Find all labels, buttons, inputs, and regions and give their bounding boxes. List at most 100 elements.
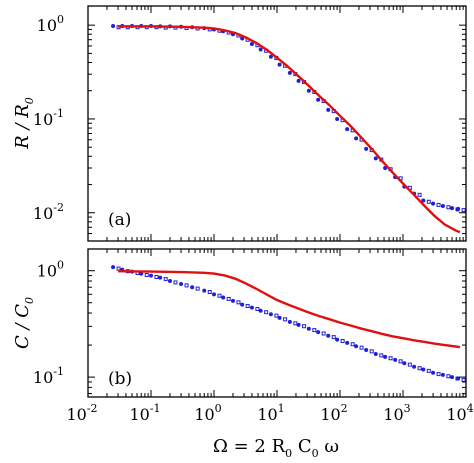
panel-b-data-point-alt <box>173 280 178 285</box>
panel-b-data-point <box>402 361 407 366</box>
panel-a-label: (a) <box>108 210 131 230</box>
panel-b-data-point-alt <box>154 274 159 279</box>
panel-b-data-point <box>158 275 163 280</box>
panel-b-data-point-alt <box>274 313 279 318</box>
panel-b-data-point-alt <box>359 345 364 350</box>
panel-b-y-axis-title: C / C0 <box>12 297 36 349</box>
panel-b-frame <box>87 248 467 398</box>
panel-b-data-point-alt <box>321 331 326 336</box>
panel-a-data-points <box>111 23 466 213</box>
panel-a-frame <box>87 5 467 242</box>
panel-a-y-axis-title: R / R0 <box>12 97 36 150</box>
panel-b-data-point <box>221 295 226 300</box>
panel-b-data-point-alt <box>446 374 451 379</box>
panel-a-data-point <box>306 88 311 93</box>
panel-b-data-point-alt <box>163 277 168 282</box>
panel-b-data-point <box>431 370 436 375</box>
panel-a-data-point <box>431 201 436 206</box>
x-tick-label: 103 <box>383 402 410 424</box>
panel-b-y-tick-label: 100 <box>37 259 64 281</box>
panel-b-data-point <box>190 285 195 290</box>
panel-b-data-point <box>179 282 184 287</box>
panel-b-data-point <box>111 265 116 270</box>
x-tick-label: 104 <box>446 402 473 424</box>
panel-b-y-tick-label: 10-1 <box>33 365 64 387</box>
panel-b-data-point <box>167 279 172 284</box>
panel-b-data-point-alt <box>417 366 422 371</box>
panel-b-data-point <box>412 364 417 369</box>
panel-b-data-point-alt <box>436 372 441 377</box>
panel-a-data-point-alt <box>436 202 441 207</box>
panel-b-data-point-alt <box>302 324 307 329</box>
panel-b-data-point <box>268 312 273 317</box>
panel-b-label: (b) <box>108 369 132 389</box>
panel-a-data-point <box>440 204 445 209</box>
panel-b-model-curve <box>118 270 461 349</box>
panel-a-data-point <box>335 116 340 121</box>
panel-b-data-point <box>202 288 207 293</box>
panel-b-data-point <box>393 357 398 362</box>
panel-b-data-point-alt <box>461 377 466 382</box>
panel-b-data-point-alt <box>426 368 431 373</box>
panel-b-data-point-alt <box>388 356 393 361</box>
panel-b-data-point-alt <box>331 335 336 340</box>
panel-b-data-point <box>258 308 263 313</box>
panel-a-data-point <box>249 41 254 46</box>
panel-b-data-point-alt <box>217 293 222 298</box>
panel-b-data-point-alt <box>340 339 345 344</box>
panel-b-data-point-alt <box>195 286 200 291</box>
panel-b-data-point-alt <box>226 296 231 301</box>
panel-b-data-point <box>364 347 369 352</box>
panel-b-data-point <box>287 319 292 324</box>
panel-b-data-point <box>373 351 378 356</box>
panel-a-data-point <box>287 70 292 75</box>
panel-b-data-points <box>111 265 466 382</box>
panel-b-data-point-alt <box>350 342 355 347</box>
panel-b-data-point <box>440 372 445 377</box>
panel-b-data-point-alt <box>264 310 269 315</box>
panel-b-data-point-alt <box>407 362 412 367</box>
panel-a-ticks: 100 10-1 10-2 <box>33 6 467 242</box>
panel-a: 100 10-1 10-2 (a) R / R0 <box>12 5 467 242</box>
panel-b-data-point <box>249 305 254 310</box>
x-tick-label: 100 <box>194 402 221 424</box>
panel-b-data-point <box>345 340 350 345</box>
panel-a-data-point <box>277 62 282 67</box>
panel-a-data-point-alt <box>461 208 466 213</box>
x-tick-label: 101 <box>257 402 284 424</box>
panel-b-data-point <box>296 322 301 327</box>
panel-a-data-point <box>364 146 369 151</box>
panel-b-data-point <box>326 333 331 338</box>
panel-b-data-point-alt <box>207 290 212 295</box>
panel-b-data-point <box>240 302 245 307</box>
x-tick-label: 102 <box>320 402 347 424</box>
panel-a-data-point <box>258 47 263 52</box>
panel-b-data-point-alt <box>245 304 250 309</box>
panel-b-data-point <box>335 337 340 342</box>
x-axis-title: Ω = 2 R0 C0 ω <box>213 436 339 460</box>
panel-b-data-point-alt <box>144 272 149 277</box>
panel-a-data-point <box>326 107 331 112</box>
panel-a-data-point <box>345 127 350 132</box>
panel-b-data-point <box>316 330 321 335</box>
panel-a-y-tick-label: 10-2 <box>33 201 64 223</box>
panel-a-data-point <box>456 206 461 211</box>
panel-a-data-point <box>316 97 321 102</box>
x-tick-label: 10-2 <box>66 402 97 424</box>
panel-a-data-point <box>268 54 273 59</box>
panel-b-data-point <box>421 367 426 372</box>
x-tick-label: 10-1 <box>129 402 160 424</box>
panel-a-data-point-alt <box>446 205 451 210</box>
panel-b-data-point <box>149 273 153 278</box>
panel-a-data-point <box>296 78 301 83</box>
panel-a-data-point <box>111 23 116 28</box>
panel-a-y-tick-label: 100 <box>37 13 64 35</box>
panel-b-data-point-alt <box>184 283 189 288</box>
panel-b-data-point <box>306 326 311 331</box>
panel-b-data-point-alt <box>398 359 403 364</box>
panel-a-data-point <box>421 198 426 203</box>
panel-b-data-point-alt <box>255 307 260 312</box>
panel-a-data-point-alt <box>417 192 422 197</box>
